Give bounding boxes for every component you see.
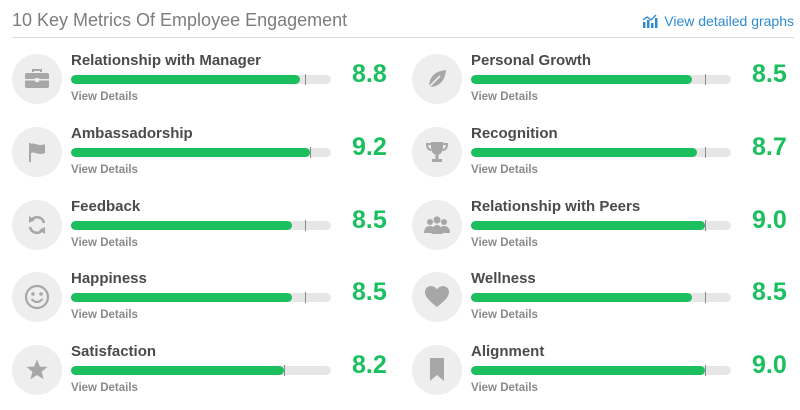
- peers-icon: [423, 214, 451, 236]
- benchmark-marker: [705, 365, 706, 376]
- benchmark-marker: [305, 220, 306, 231]
- progress-fill: [71, 75, 300, 84]
- progress-fill: [471, 148, 697, 157]
- metric-name: Alignment: [471, 343, 545, 360]
- metric-name: Satisfaction: [71, 343, 157, 360]
- progress-fill: [471, 366, 705, 375]
- benchmark-marker: [310, 147, 311, 158]
- metric-icon-circle[interactable]: [412, 54, 462, 104]
- metric-score: 8.8: [352, 60, 387, 88]
- view-detailed-graphs-link[interactable]: View detailed graphs: [642, 13, 794, 29]
- view-details-link[interactable]: View Details: [71, 91, 138, 103]
- view-detailed-graphs-label: View detailed graphs: [664, 13, 794, 29]
- metric-name: Relationship with Manager: [71, 52, 262, 69]
- metric-relationship-with-peers: Relationship with Peers View Details 9.0: [412, 198, 800, 258]
- metric-score: 9.0: [752, 206, 787, 234]
- page-header: 10 Key Metrics Of Employee Engagement Vi…: [12, 9, 794, 38]
- metric-icon-circle[interactable]: [412, 200, 462, 250]
- metric-name: Ambassadorship: [71, 125, 193, 142]
- star-icon: [25, 358, 49, 382]
- benchmark-marker: [705, 292, 706, 303]
- metric-personal-growth: Personal Growth View Details 8.5: [412, 52, 800, 112]
- bookmark-icon: [427, 357, 447, 383]
- metric-icon-circle[interactable]: [12, 272, 62, 322]
- metric-satisfaction: Satisfaction View Details 8.2: [12, 343, 402, 403]
- metric-name: Feedback: [71, 198, 141, 215]
- benchmark-marker: [705, 220, 706, 231]
- metric-relationship-with-manager: Relationship with Manager View Details 8…: [12, 52, 402, 112]
- leaf-icon: [425, 67, 449, 91]
- metric-name: Relationship with Peers: [471, 198, 641, 215]
- metric-score: 9.0: [752, 351, 787, 379]
- metric-score: 8.2: [352, 351, 387, 379]
- progress-track: [471, 147, 731, 158]
- metric-name: Personal Growth: [471, 52, 592, 69]
- metric-score: 8.5: [752, 60, 787, 88]
- benchmark-marker: [705, 74, 706, 85]
- progress-fill: [71, 366, 284, 375]
- progress-fill: [471, 293, 692, 302]
- view-details-link[interactable]: View Details: [471, 309, 538, 321]
- benchmark-marker: [284, 365, 285, 376]
- metric-happiness: Happiness View Details 8.5: [12, 270, 402, 330]
- progress-fill: [471, 75, 692, 84]
- progress-track: [471, 74, 731, 85]
- metric-icon-circle[interactable]: [412, 345, 462, 395]
- view-details-link[interactable]: View Details: [71, 382, 138, 394]
- metric-name: Wellness: [471, 270, 536, 287]
- view-details-link[interactable]: View Details: [71, 309, 138, 321]
- metric-score: 8.7: [752, 133, 787, 161]
- view-details-link[interactable]: View Details: [471, 91, 538, 103]
- progress-fill: [471, 221, 705, 230]
- progress-track: [471, 365, 731, 376]
- metric-score: 8.5: [752, 278, 787, 306]
- metric-name: Recognition: [471, 125, 558, 142]
- briefcase-icon: [24, 68, 50, 90]
- metric-icon-circle[interactable]: [12, 200, 62, 250]
- progress-track: [71, 147, 331, 158]
- flag-icon: [25, 140, 49, 164]
- metric-score: 8.5: [352, 278, 387, 306]
- progress-track: [71, 74, 331, 85]
- view-details-link[interactable]: View Details: [71, 237, 138, 249]
- metric-feedback: Feedback View Details 8.5: [12, 198, 402, 258]
- metric-alignment: Alignment View Details 9.0: [412, 343, 800, 403]
- view-details-link[interactable]: View Details: [471, 164, 538, 176]
- refresh-icon: [25, 213, 49, 237]
- progress-track: [71, 292, 331, 303]
- metric-wellness: Wellness View Details 8.5: [412, 270, 800, 330]
- progress-fill: [71, 221, 292, 230]
- benchmark-marker: [305, 292, 306, 303]
- smiley-icon: [24, 284, 50, 310]
- progress-track: [71, 365, 331, 376]
- metric-name: Happiness: [71, 270, 147, 287]
- view-details-link[interactable]: View Details: [471, 382, 538, 394]
- progress-track: [471, 292, 731, 303]
- view-details-link[interactable]: View Details: [471, 237, 538, 249]
- progress-fill: [71, 293, 292, 302]
- trophy-icon: [424, 140, 450, 164]
- view-details-link[interactable]: View Details: [71, 164, 138, 176]
- progress-fill: [71, 148, 310, 157]
- metric-icon-circle[interactable]: [12, 54, 62, 104]
- bar-chart-icon: [642, 14, 658, 28]
- progress-track: [71, 220, 331, 231]
- metric-score: 9.2: [352, 133, 387, 161]
- progress-track: [471, 220, 731, 231]
- metric-icon-circle[interactable]: [412, 272, 462, 322]
- metric-recognition: Recognition View Details 8.7: [412, 125, 800, 185]
- metric-score: 8.5: [352, 206, 387, 234]
- metric-icon-circle[interactable]: [12, 345, 62, 395]
- benchmark-marker: [705, 147, 706, 158]
- metric-icon-circle[interactable]: [412, 127, 462, 177]
- metric-icon-circle[interactable]: [12, 127, 62, 177]
- page-title: 10 Key Metrics Of Employee Engagement: [12, 10, 348, 30]
- metric-ambassadorship: Ambassadorship View Details 9.2: [12, 125, 402, 185]
- benchmark-marker: [305, 74, 306, 85]
- heart-icon: [424, 285, 450, 309]
